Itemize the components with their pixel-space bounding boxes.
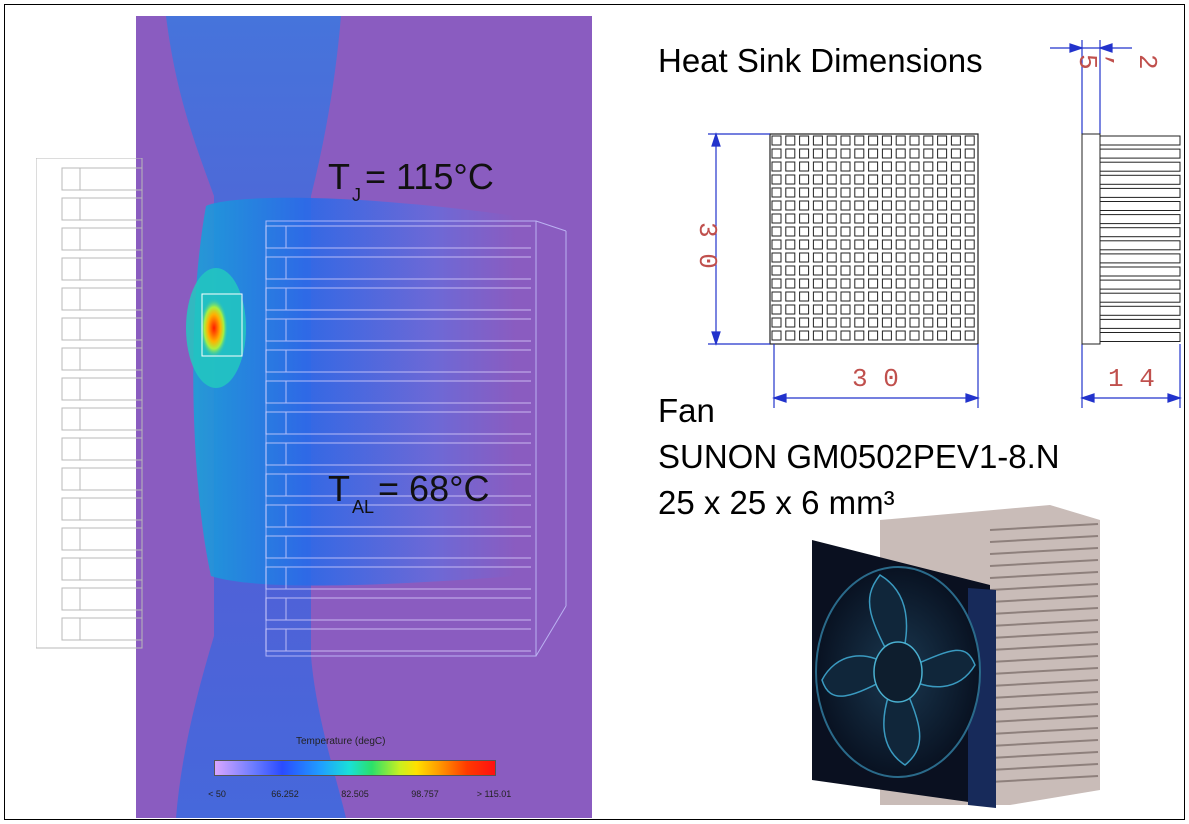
fan-label: Fan bbox=[658, 392, 715, 429]
colorbar-tick: > 115.01 bbox=[476, 789, 512, 799]
colorbar-title: Temperature (degC) bbox=[296, 736, 386, 747]
heatsink-dimensions-title: Heat Sink Dimensions bbox=[658, 42, 983, 79]
thermal-simulation-panel bbox=[136, 16, 592, 818]
fan-model: SUNON GM0502PEV1-8.N bbox=[658, 438, 1060, 475]
colorbar-tick: 98.757 bbox=[411, 789, 439, 799]
fan-size: 25 x 25 x 6 mm³ bbox=[658, 484, 895, 521]
heatsink-wireframe-left bbox=[36, 158, 143, 649]
dimension-depth: 1 4 bbox=[1108, 364, 1155, 394]
dimension-fin-gap: 2 , 5 bbox=[1072, 54, 1162, 70]
temperature-colorbar bbox=[214, 760, 496, 776]
dimension-width: 3 0 bbox=[852, 364, 899, 394]
colorbar-tick: 66.252 bbox=[271, 789, 299, 799]
dimension-height: 3 0 bbox=[692, 222, 722, 269]
colorbar-tick: < 50 bbox=[208, 789, 226, 799]
colorbar-tick: 82.505 bbox=[341, 789, 369, 799]
thermal-field bbox=[166, 16, 567, 818]
junction-temperature-label: T J = 115°C bbox=[328, 156, 494, 205]
aluminum-temperature-label: T AL = 68°C bbox=[328, 468, 490, 517]
